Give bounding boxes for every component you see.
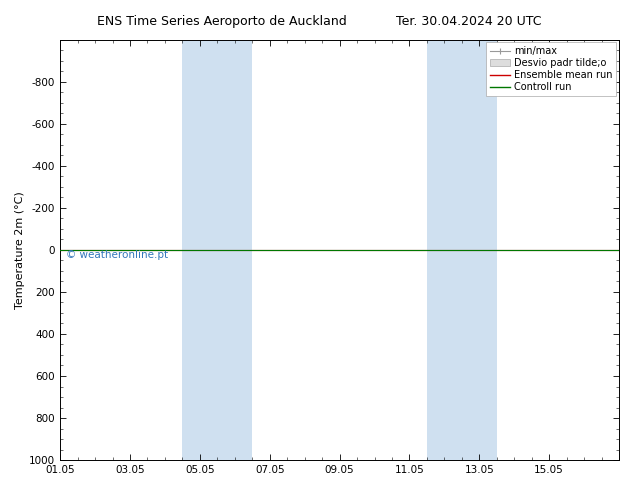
Bar [183,40,252,460]
Y-axis label: Temperature 2m (°C): Temperature 2m (°C) [15,191,25,309]
Bar [427,40,497,460]
Text: Ter. 30.04.2024 20 UTC: Ter. 30.04.2024 20 UTC [396,15,542,28]
Text: © weatheronline.pt: © weatheronline.pt [66,250,168,260]
Legend: min/max, Desvio padr tilde;o, Ensemble mean run, Controll run: min/max, Desvio padr tilde;o, Ensemble m… [486,43,616,96]
Text: ENS Time Series Aeroporto de Auckland: ENS Time Series Aeroporto de Auckland [97,15,347,28]
